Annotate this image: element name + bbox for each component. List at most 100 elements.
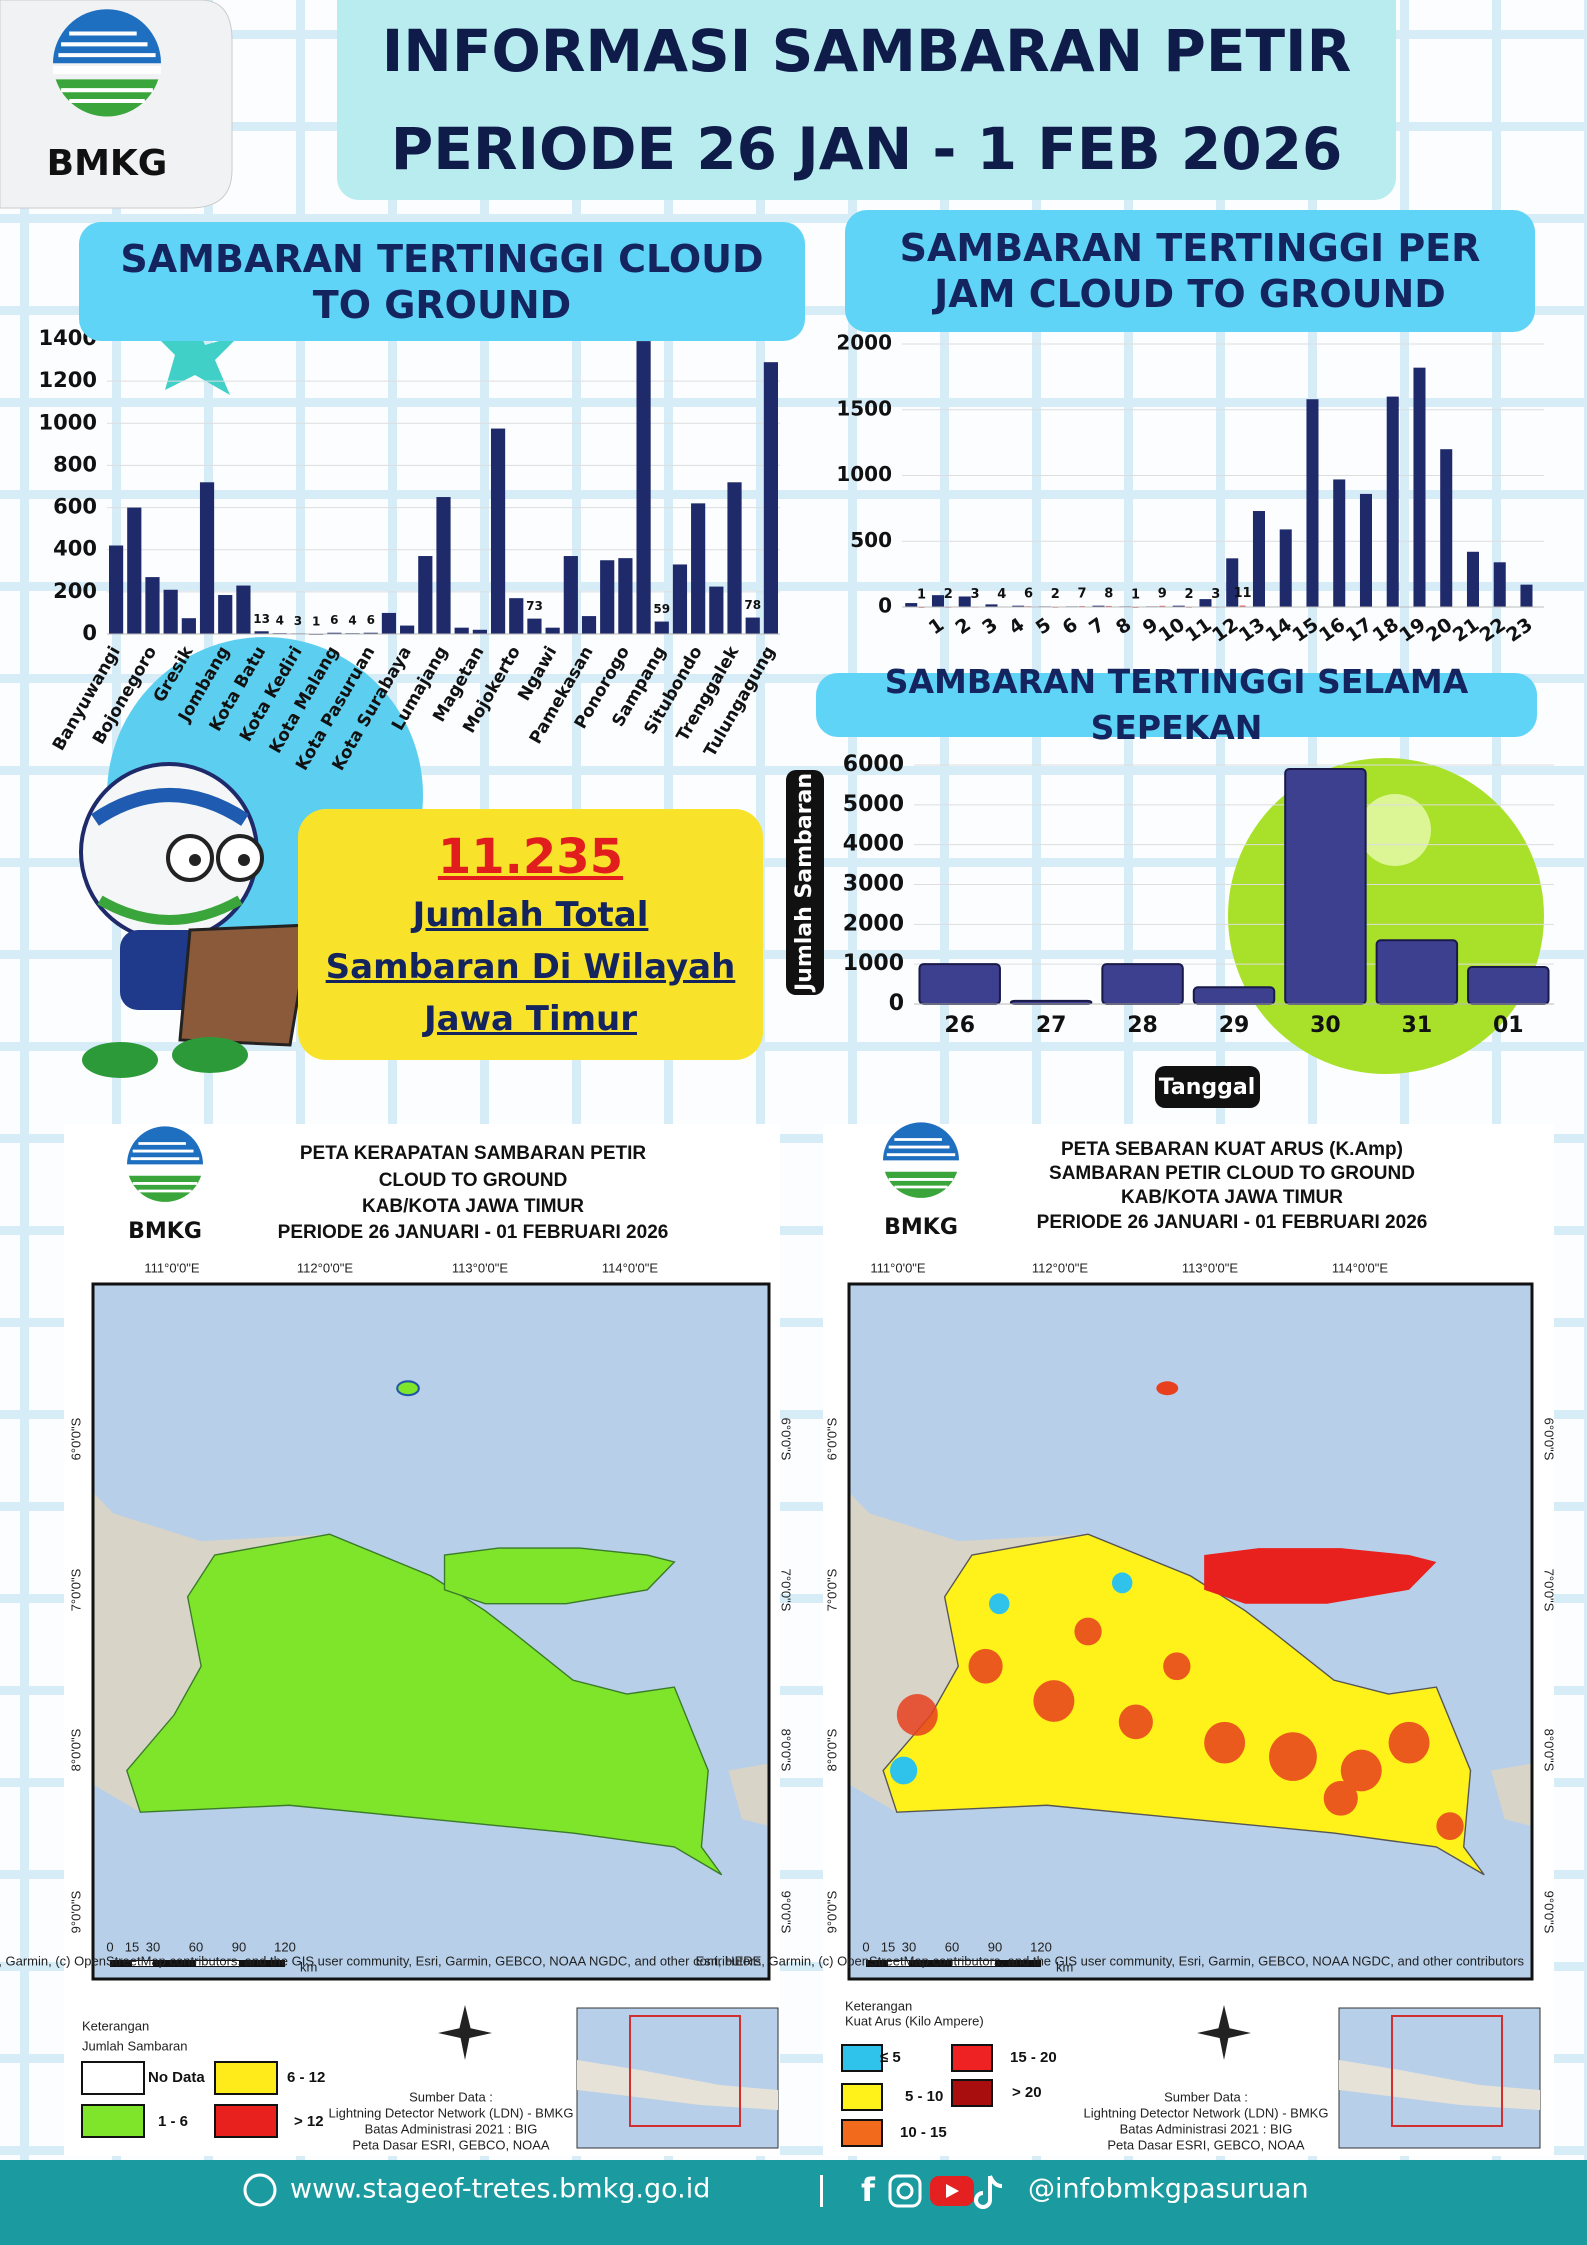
bar <box>490 428 506 634</box>
lat-label: 8°0'0"S <box>824 1728 839 1771</box>
bar <box>1172 605 1185 607</box>
data-label: 78 <box>744 598 761 612</box>
map-logo <box>125 1124 205 1204</box>
bar <box>563 556 578 634</box>
bar <box>745 617 760 634</box>
scale-bar <box>888 1961 909 1966</box>
bar <box>236 585 251 634</box>
bar <box>1375 939 1459 1005</box>
bar <box>363 632 378 634</box>
scale-label: 15 <box>881 1939 895 1954</box>
chart-title: SAMBARAN TERTINGGI PER JAM CLOUD TO GROU… <box>845 210 1535 332</box>
lat-label: 8°0'0"S <box>68 1728 83 1771</box>
bar <box>636 341 651 634</box>
scale-label: 90 <box>988 1939 1002 1954</box>
x-tick-label: 26 <box>944 1013 975 1038</box>
bar <box>1440 449 1453 607</box>
data-label: 3 <box>1211 587 1220 602</box>
bar <box>1466 551 1479 607</box>
scale-label: 60 <box>945 1939 959 1954</box>
legend-label: 6 - 12 <box>287 2069 325 2086</box>
y-tick-label: 2000 <box>836 331 892 355</box>
lon-label: 111°0'0"E <box>144 1260 200 1275</box>
data-label: 7 <box>1078 587 1087 602</box>
legend-swatch <box>841 2083 883 2111</box>
x-tick-label: 2 <box>951 614 974 640</box>
total-text: Sambaran Di Wilayah <box>325 946 736 987</box>
scale-label: 120 <box>274 1939 296 1954</box>
bar <box>527 618 542 634</box>
lat-label: 6°0'0"S <box>824 1417 839 1460</box>
globe-icon <box>243 2173 277 2207</box>
bar <box>1199 599 1212 607</box>
legend-label: 5 - 10 <box>905 2088 943 2105</box>
lat-label: 6°0'0"S <box>68 1417 83 1460</box>
legend-swatch <box>841 2119 883 2147</box>
y-tick-label: 6000 <box>843 752 904 777</box>
scale-label: 0 <box>106 1939 113 1954</box>
scale-label: 0 <box>862 1939 869 1954</box>
scale-bar <box>132 1961 153 1966</box>
legend-swatch <box>214 2061 278 2095</box>
social-handle[interactable]: @infobmkgpasuruan <box>1028 2174 1309 2205</box>
y-tick-label: 2000 <box>843 911 904 936</box>
bar <box>763 362 778 634</box>
total-text: Jumlah Total <box>412 894 649 935</box>
y-tick-label: 3000 <box>843 872 904 897</box>
inset-map <box>576 2007 1541 2149</box>
y-tick-label: 1200 <box>39 368 97 392</box>
bar <box>1239 605 1246 607</box>
bar <box>1386 396 1399 607</box>
legend-swatch <box>841 2044 883 2072</box>
source-text: Batas Administrasi 2021 : BIG <box>365 2121 538 2136</box>
x-tick-label: 4 <box>1005 614 1028 640</box>
lat-label: 9°0'0"S <box>68 1890 83 1933</box>
bar <box>1413 367 1426 607</box>
bar <box>918 963 1001 1006</box>
legend-swatch <box>81 2061 145 2095</box>
data-label: 6 <box>367 613 375 627</box>
total-box: 11.235 Jumlah Total Sambaran Di Wilayah … <box>298 809 763 1060</box>
y-axis-label: Jumlah Sambaran <box>792 773 817 993</box>
social-icons: f <box>861 2171 1003 2209</box>
lat-label: 9°0'0"S <box>1542 1891 1557 1934</box>
bar <box>581 616 597 634</box>
y-tick-label: 1500 <box>836 396 892 420</box>
bar <box>654 621 669 634</box>
title-box: INFORMASI SAMBARAN PETIR PERIODE 26 JAN … <box>337 0 1396 200</box>
scale-label: 60 <box>189 1939 203 1954</box>
bar <box>600 560 615 634</box>
data-label: 4 <box>276 614 284 628</box>
x-tick-label: 28 <box>1127 1013 1158 1038</box>
bar <box>436 497 451 634</box>
bar <box>163 589 178 634</box>
bar <box>454 627 469 634</box>
chart-title: SAMBARAN TERTINGGI CLOUD TO GROUND <box>79 222 805 341</box>
source-text: Lightning Detector Network (LDN) - BMKG <box>1084 2105 1329 2120</box>
legend-swatch <box>951 2079 993 2107</box>
legend-label: ≤ 5 <box>880 2049 901 2066</box>
scale-label: 90 <box>232 1939 246 1954</box>
lat-label: 9°0'0"S <box>824 1890 839 1933</box>
bar <box>1333 479 1346 607</box>
mascot <box>79 762 312 1078</box>
lat-label: 7°0'0"S <box>824 1568 839 1611</box>
data-label: 6 <box>1024 587 1033 602</box>
total-text: Jawa Timur <box>423 998 638 1039</box>
decor-shine <box>1359 794 1431 866</box>
map-title: CLOUD TO GROUND <box>379 1170 568 1191</box>
data-label: 11 <box>1233 586 1251 601</box>
scale-bar <box>196 1961 239 1966</box>
scale-label: 15 <box>125 1939 139 1954</box>
legend-label: > 20 <box>1012 2084 1042 2101</box>
bar <box>727 482 742 634</box>
bar <box>1493 562 1506 607</box>
bar <box>327 632 342 634</box>
website[interactable]: www.stageof-tretes.bmkg.go.id <box>290 2174 710 2205</box>
legend-swatch <box>81 2104 145 2138</box>
legend-swatch <box>951 2044 993 2072</box>
legend-label: 10 - 15 <box>900 2124 947 2141</box>
lon-label: 114°0'0"E <box>602 1260 658 1275</box>
